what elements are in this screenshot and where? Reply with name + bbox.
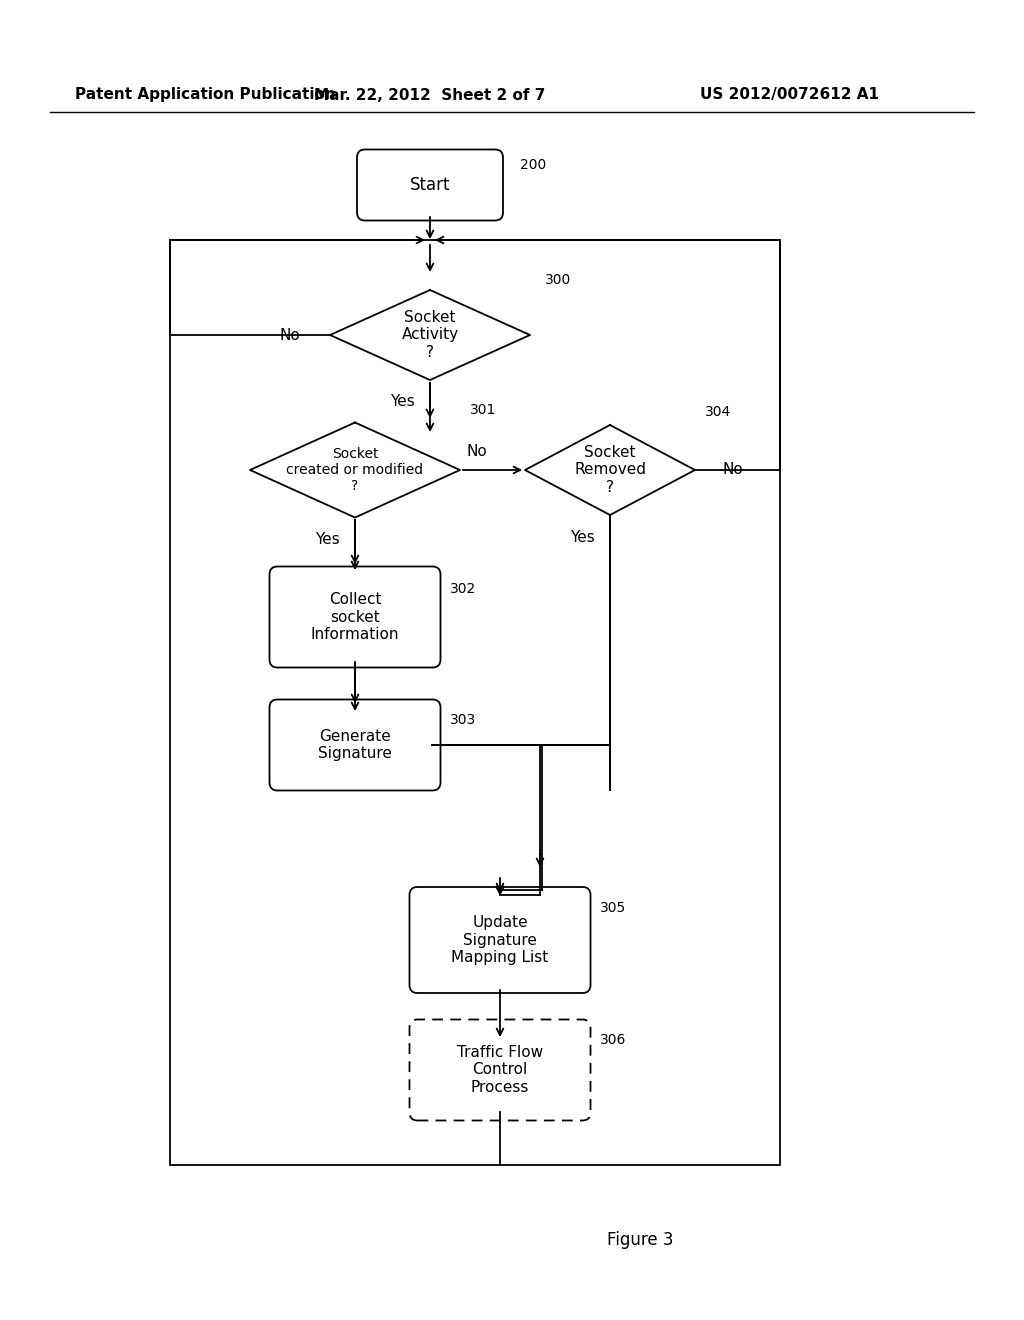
FancyBboxPatch shape: [410, 1019, 591, 1121]
Text: 304: 304: [705, 405, 731, 418]
Text: 200: 200: [520, 158, 546, 172]
Text: Yes: Yes: [570, 529, 595, 544]
Text: 303: 303: [450, 713, 476, 727]
Text: Yes: Yes: [390, 395, 415, 409]
Text: Collect
socket
Information: Collect socket Information: [310, 593, 399, 642]
Text: Generate
Signature: Generate Signature: [318, 729, 392, 762]
FancyBboxPatch shape: [269, 566, 440, 668]
FancyBboxPatch shape: [357, 149, 503, 220]
Text: Figure 3: Figure 3: [607, 1232, 673, 1249]
Text: 305: 305: [600, 902, 627, 915]
Text: Socket
Activity
?: Socket Activity ?: [401, 310, 459, 360]
Text: Traffic Flow
Control
Process: Traffic Flow Control Process: [457, 1045, 543, 1094]
Text: Update
Signature
Mapping List: Update Signature Mapping List: [452, 915, 549, 965]
FancyBboxPatch shape: [410, 887, 591, 993]
Text: 302: 302: [450, 582, 476, 597]
Text: No: No: [723, 462, 743, 478]
Text: 306: 306: [600, 1034, 627, 1047]
Text: Patent Application Publication: Patent Application Publication: [75, 87, 336, 103]
Text: Socket
Removed
?: Socket Removed ?: [574, 445, 646, 495]
Text: No: No: [467, 445, 487, 459]
Text: No: No: [280, 327, 300, 342]
Text: Mar. 22, 2012  Sheet 2 of 7: Mar. 22, 2012 Sheet 2 of 7: [314, 87, 546, 103]
Text: Yes: Yes: [315, 532, 340, 546]
Polygon shape: [525, 425, 695, 515]
Text: Socket
created or modified
?: Socket created or modified ?: [287, 446, 424, 494]
Bar: [170, 240, 780, 1166]
Text: 301: 301: [470, 403, 497, 417]
Text: US 2012/0072612 A1: US 2012/0072612 A1: [700, 87, 879, 103]
Polygon shape: [250, 422, 460, 517]
Text: 300: 300: [545, 273, 571, 286]
Text: Start: Start: [410, 176, 451, 194]
Polygon shape: [330, 290, 530, 380]
FancyBboxPatch shape: [269, 700, 440, 791]
